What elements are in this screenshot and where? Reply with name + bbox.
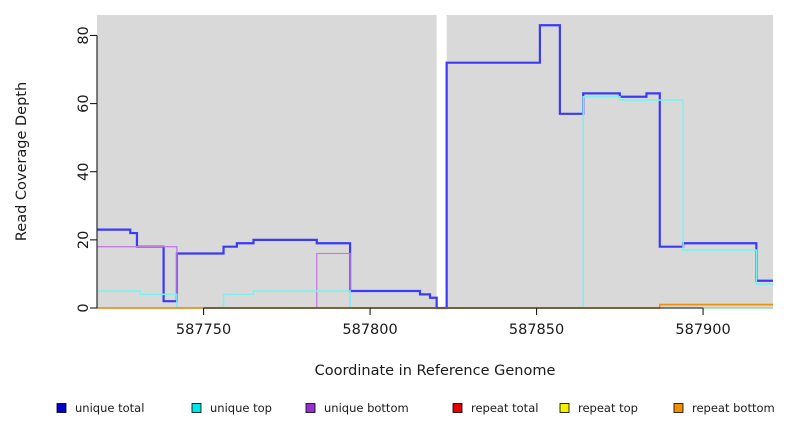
legend-swatch-unique-top bbox=[191, 403, 202, 413]
y-tick-label: 40 bbox=[76, 162, 92, 180]
plot-background bbox=[97, 15, 773, 308]
legend-group: unique total unique top unique bottom repea… bbox=[56, 401, 775, 415]
y-tick-label: 0 bbox=[76, 303, 92, 312]
x-tick-label: 587750 bbox=[176, 322, 231, 338]
y-axis-title: Read Coverage Depth bbox=[14, 82, 30, 241]
legend-label-unique-bottom: unique bottom bbox=[324, 401, 409, 415]
y-tick-label: 20 bbox=[76, 231, 92, 249]
legend-label-unique-total: unique total bbox=[75, 401, 144, 415]
axes-group: 0 20 40 60 80 587750 587800 587850 587900 Coordin… bbox=[14, 26, 731, 379]
x-axis-title: Coordinate in Reference Genome bbox=[315, 363, 556, 379]
legend-label-unique-top: unique top bbox=[210, 401, 272, 415]
legend-swatch-unique-bottom bbox=[305, 403, 316, 413]
legend-swatch-repeat-total bbox=[452, 403, 463, 413]
legend-label-repeat-top: repeat top bbox=[578, 401, 638, 415]
legend-swatch-repeat-top bbox=[559, 403, 570, 413]
y-tick-label: 60 bbox=[76, 94, 92, 112]
x-tick-label: 587850 bbox=[509, 322, 564, 338]
x-tick-label: 587900 bbox=[675, 322, 730, 338]
y-tick-label: 80 bbox=[76, 26, 92, 44]
x-tick-label: 587800 bbox=[342, 322, 397, 338]
plot-area-panel bbox=[97, 15, 773, 308]
legend-swatch-repeat-bottom bbox=[673, 403, 684, 413]
series-line-unique-top bbox=[97, 96, 773, 309]
legend-label-repeat-bottom: repeat bottom bbox=[692, 401, 775, 415]
data-gap-band bbox=[436, 15, 447, 308]
legend-label-repeat-total: repeat total bbox=[471, 401, 538, 415]
legend-swatch-unique-total bbox=[56, 403, 67, 413]
series-line-unique-total bbox=[97, 24, 773, 310]
